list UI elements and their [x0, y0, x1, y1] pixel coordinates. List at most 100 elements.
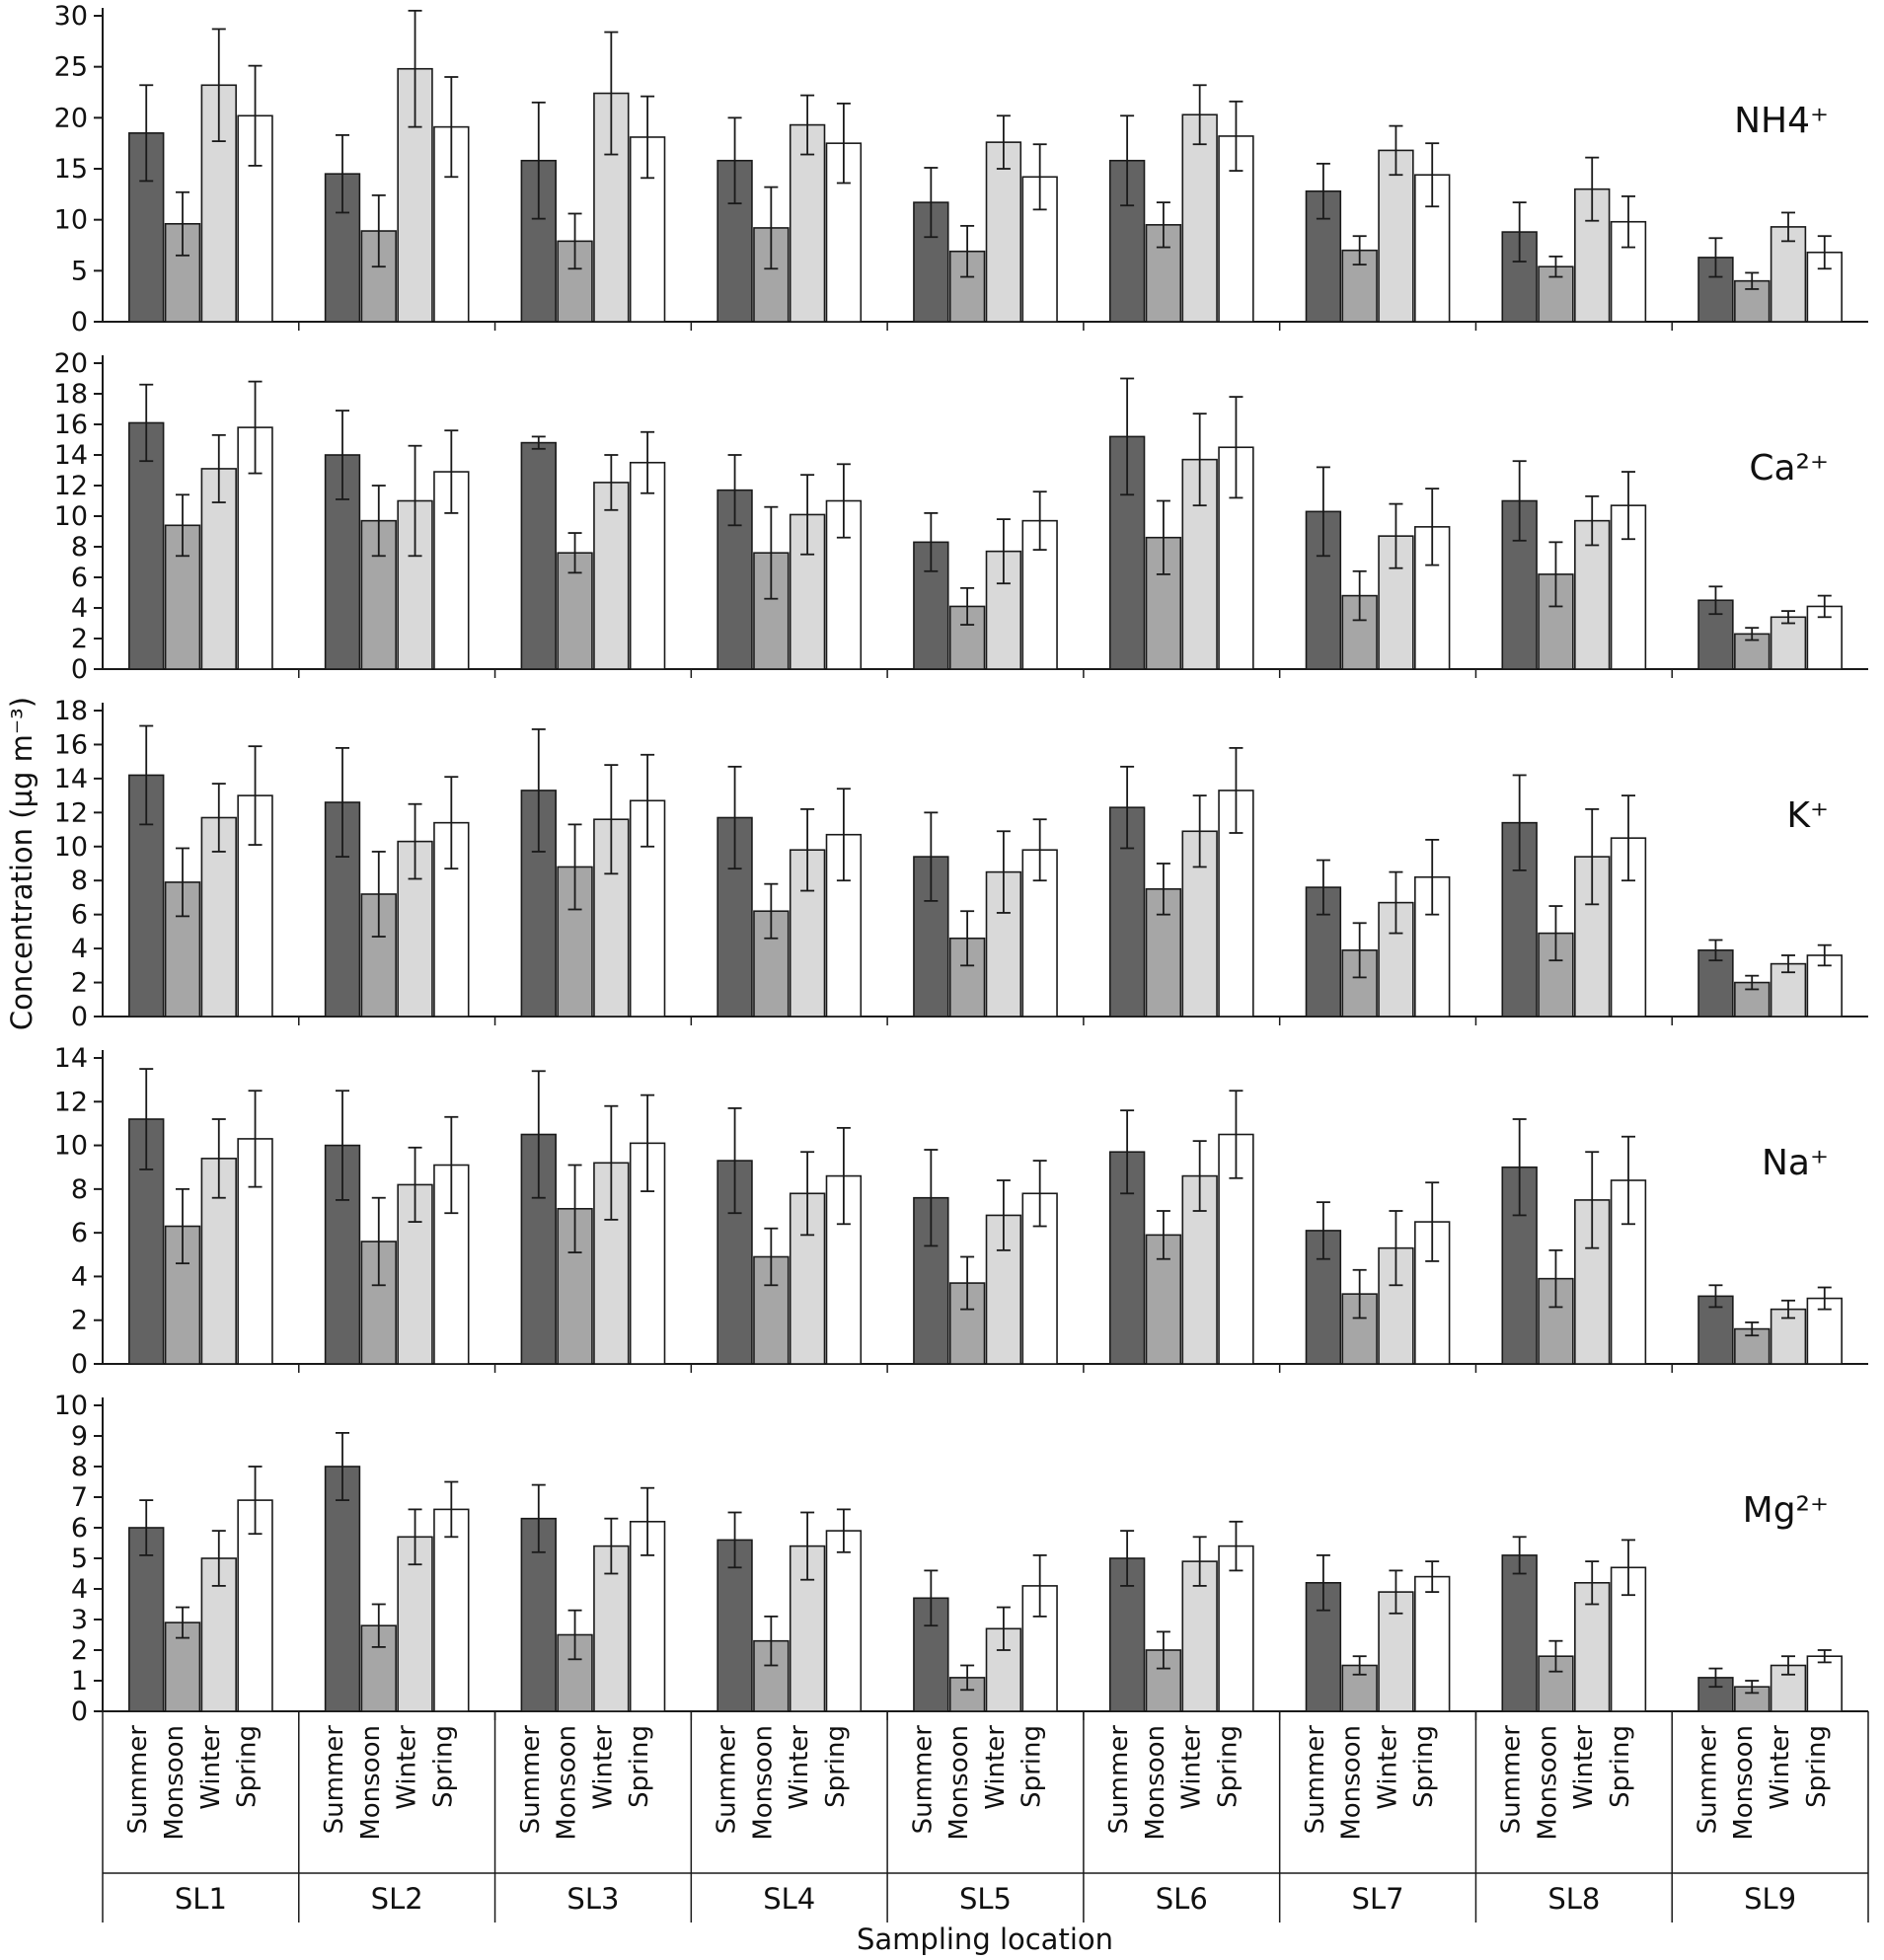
- season-label-SL8-Spring: Spring: [1606, 1725, 1635, 1808]
- y-tick-label: 6: [71, 1513, 88, 1544]
- y-tick-label: 30: [54, 1, 88, 32]
- y-tick-label: 5: [71, 1544, 88, 1574]
- y-tick-label: 2: [71, 1306, 88, 1336]
- x-axis-title: Sampling location: [856, 1922, 1114, 1956]
- bar-SL4-Summer: [716, 1539, 753, 1712]
- bar-SL2-Summer: [324, 1466, 361, 1712]
- season-label-SL3-Winter: Winter: [588, 1725, 618, 1810]
- y-tick-label: 20: [54, 103, 88, 133]
- bar-SL6-Winter: [1181, 113, 1218, 323]
- y-tick-label: 0: [71, 1002, 88, 1032]
- season-label-SL3-Spring: Spring: [625, 1725, 654, 1808]
- season-label-SL1-Monsoon: Monsoon: [160, 1725, 189, 1841]
- group-label-SL7: SL7: [1352, 1882, 1404, 1916]
- season-label-SL5-Winter: Winter: [981, 1725, 1011, 1810]
- y-tick-label: 12: [54, 797, 88, 828]
- season-label-SL1-Spring: Spring: [233, 1725, 263, 1808]
- y-tick-label: 2: [71, 968, 88, 999]
- y-tick-label: 2: [71, 1635, 88, 1666]
- season-label-SL7-Monsoon: Monsoon: [1337, 1725, 1367, 1841]
- bar-SL1-Summer: [128, 421, 165, 670]
- y-tick-label: 14: [54, 440, 88, 471]
- y-tick-label: 20: [54, 348, 88, 379]
- group-label-SL2: SL2: [371, 1882, 423, 1916]
- season-label-SL7-Summer: Summer: [1301, 1725, 1330, 1835]
- group-label-SL8: SL8: [1547, 1882, 1600, 1916]
- y-tick-label: 16: [54, 410, 88, 440]
- group-label-SL3: SL3: [566, 1882, 619, 1916]
- season-label-SL2-Spring: Spring: [428, 1725, 458, 1808]
- season-label-SL9-Spring: Spring: [1802, 1725, 1832, 1808]
- bar-SL3-Summer: [520, 441, 557, 670]
- y-tick-label: 4: [71, 934, 88, 964]
- season-label-SL9-Summer: Summer: [1693, 1725, 1722, 1835]
- bar-SL5-Monsoon: [948, 250, 986, 323]
- y-tick-label: 6: [71, 900, 88, 931]
- season-label-SL4-Spring: Spring: [821, 1725, 851, 1808]
- y-tick-label: 7: [71, 1482, 88, 1513]
- y-tick-label: 0: [71, 654, 88, 685]
- group-label-SL4: SL4: [763, 1882, 815, 1916]
- y-tick-label: 15: [54, 154, 88, 185]
- season-label-SL7-Spring: Spring: [1409, 1725, 1439, 1808]
- bar-SL7-Spring: [1414, 1221, 1451, 1365]
- panel-label-k: K⁺: [1786, 795, 1829, 836]
- bar-SL2-Winter: [397, 1536, 433, 1712]
- y-tick-label: 8: [71, 866, 88, 896]
- panel-label-ca: Ca²⁺: [1749, 448, 1829, 489]
- panel-label-na: Na⁺: [1762, 1143, 1829, 1183]
- season-label-SL8-Summer: Summer: [1497, 1725, 1527, 1835]
- y-tick-label: 3: [71, 1605, 88, 1635]
- season-label-SL8-Winter: Winter: [1569, 1725, 1599, 1810]
- panel-label-nh4: NH4⁺: [1734, 101, 1829, 141]
- season-label-SL8-Monsoon: Monsoon: [1533, 1725, 1562, 1841]
- panel-nh4: 0 5 10 15 20 25 30 NH4⁺: [54, 1, 1868, 338]
- bar-SL9-Winter: [1770, 616, 1807, 670]
- group-label-SL6: SL6: [1156, 1882, 1208, 1916]
- y-tick-label: 10: [54, 832, 88, 863]
- y-tick-label: 6: [71, 1218, 88, 1248]
- season-label-SL4-Winter: Winter: [785, 1725, 814, 1810]
- y-tick-label: 10: [54, 205, 88, 236]
- bar-SL7-Spring: [1414, 1575, 1451, 1712]
- y-tick-label: 10: [54, 1131, 88, 1162]
- y-tick-label: 0: [71, 1349, 88, 1380]
- season-label-SL1-Winter: Winter: [196, 1725, 226, 1810]
- bar-SL2-Spring: [433, 1508, 470, 1712]
- panel-na: 0 2 4 6 8 10 12 14 Na⁺: [54, 1043, 1868, 1380]
- group-label-SL5: SL5: [959, 1882, 1012, 1916]
- season-label-SL9-Monsoon: Monsoon: [1729, 1725, 1759, 1841]
- y-tick-label: 12: [54, 1087, 88, 1117]
- bar-SL9-Winter: [1770, 226, 1807, 323]
- season-label-SL4-Summer: Summer: [713, 1725, 742, 1835]
- season-label-SL2-Monsoon: Monsoon: [356, 1725, 386, 1841]
- season-label-SL2-Winter: Winter: [393, 1725, 422, 1810]
- bar-SL6-Spring: [1218, 1545, 1254, 1712]
- season-label-SL6-Winter: Winter: [1177, 1725, 1207, 1810]
- y-tick-label: 8: [71, 532, 88, 563]
- bar-SL2-Winter: [397, 840, 433, 1018]
- y-tick-label: 4: [71, 1261, 88, 1292]
- season-label-SL1-Summer: Summer: [123, 1725, 153, 1835]
- y-tick-label: 25: [54, 52, 88, 83]
- bar-SL2-Summer: [324, 454, 361, 670]
- bar-SL5-Winter: [985, 141, 1022, 323]
- bar-SL1-Spring: [237, 1499, 273, 1712]
- season-label-SL5-Spring: Spring: [1017, 1725, 1047, 1808]
- bar-SL5-Winter: [985, 1627, 1022, 1712]
- bar-SL9-Winter: [1770, 1308, 1807, 1365]
- y-tick-label: 4: [71, 593, 88, 624]
- y-tick-label: 9: [71, 1421, 88, 1452]
- bar-SL3-Spring: [629, 1142, 666, 1365]
- season-label-SL3-Summer: Summer: [516, 1725, 546, 1835]
- season-label-SL5-Summer: Summer: [908, 1725, 938, 1835]
- season-label-SL6-Summer: Summer: [1104, 1725, 1134, 1835]
- y-tick-label: 0: [71, 307, 88, 338]
- y-tick-label: 8: [71, 1452, 88, 1482]
- season-label-SL6-Spring: Spring: [1213, 1725, 1243, 1808]
- bar-SL9-Spring: [1806, 251, 1843, 323]
